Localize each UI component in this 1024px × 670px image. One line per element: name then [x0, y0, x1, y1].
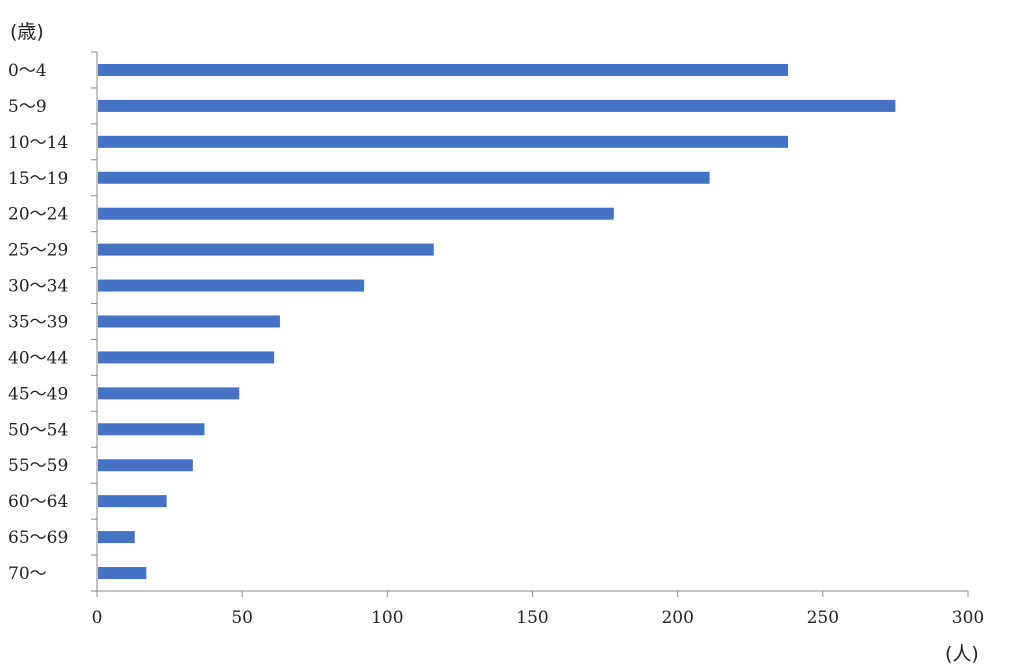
x-tick-label: 50	[231, 608, 253, 628]
bar	[98, 207, 614, 220]
bar	[98, 135, 788, 148]
bar	[98, 99, 896, 112]
y-tick-label: 65～69	[8, 528, 68, 548]
y-tick-label: 10～14	[8, 133, 68, 153]
y-tick-label: 35～39	[8, 313, 68, 333]
bars	[98, 63, 896, 580]
y-tick-label: 15～19	[8, 169, 68, 189]
y-tick-label: 55～59	[8, 456, 68, 476]
y-tick-label: 0～4	[8, 61, 47, 81]
bar	[98, 279, 365, 292]
x-tick-label: 300	[952, 608, 984, 628]
y-tick-label: 5～9	[8, 97, 47, 117]
y-tick-label: 45～49	[8, 384, 68, 404]
bar	[98, 315, 280, 328]
y-axis-unit-label: (歳)	[10, 21, 44, 43]
x-tick-label: 0	[92, 608, 103, 628]
x-axis-unit-label: (人)	[945, 643, 979, 665]
bar	[98, 63, 788, 76]
bar	[98, 459, 193, 472]
x-tick-label: 100	[371, 608, 403, 628]
bar	[98, 351, 275, 364]
bar	[98, 567, 147, 580]
x-tick-labels: 0 50 100 150 200 250 300	[92, 608, 985, 628]
y-tick-label: 25～29	[8, 241, 68, 261]
y-tick-label: 50～54	[8, 420, 68, 440]
y-tick-label: 20～24	[8, 205, 68, 225]
bar	[98, 243, 434, 256]
x-tick-label: 250	[807, 608, 839, 628]
bar	[98, 423, 205, 436]
y-tick-label: 70～	[8, 564, 47, 584]
bar	[98, 495, 167, 508]
y-tick-label: 60～64	[8, 492, 68, 512]
x-tick-label: 200	[661, 608, 693, 628]
axes	[91, 51, 969, 597]
bar	[98, 387, 240, 400]
x-tick-label: 150	[516, 608, 548, 628]
bar	[98, 171, 710, 184]
y-tick-labels: 0～4 5～9 10～14 15～19 20～24 25～29 30～34 35～39 40～4…	[8, 61, 68, 584]
y-tick-label: 30～34	[8, 277, 68, 297]
bar	[98, 531, 135, 544]
y-tick-label: 40～44	[8, 348, 68, 368]
